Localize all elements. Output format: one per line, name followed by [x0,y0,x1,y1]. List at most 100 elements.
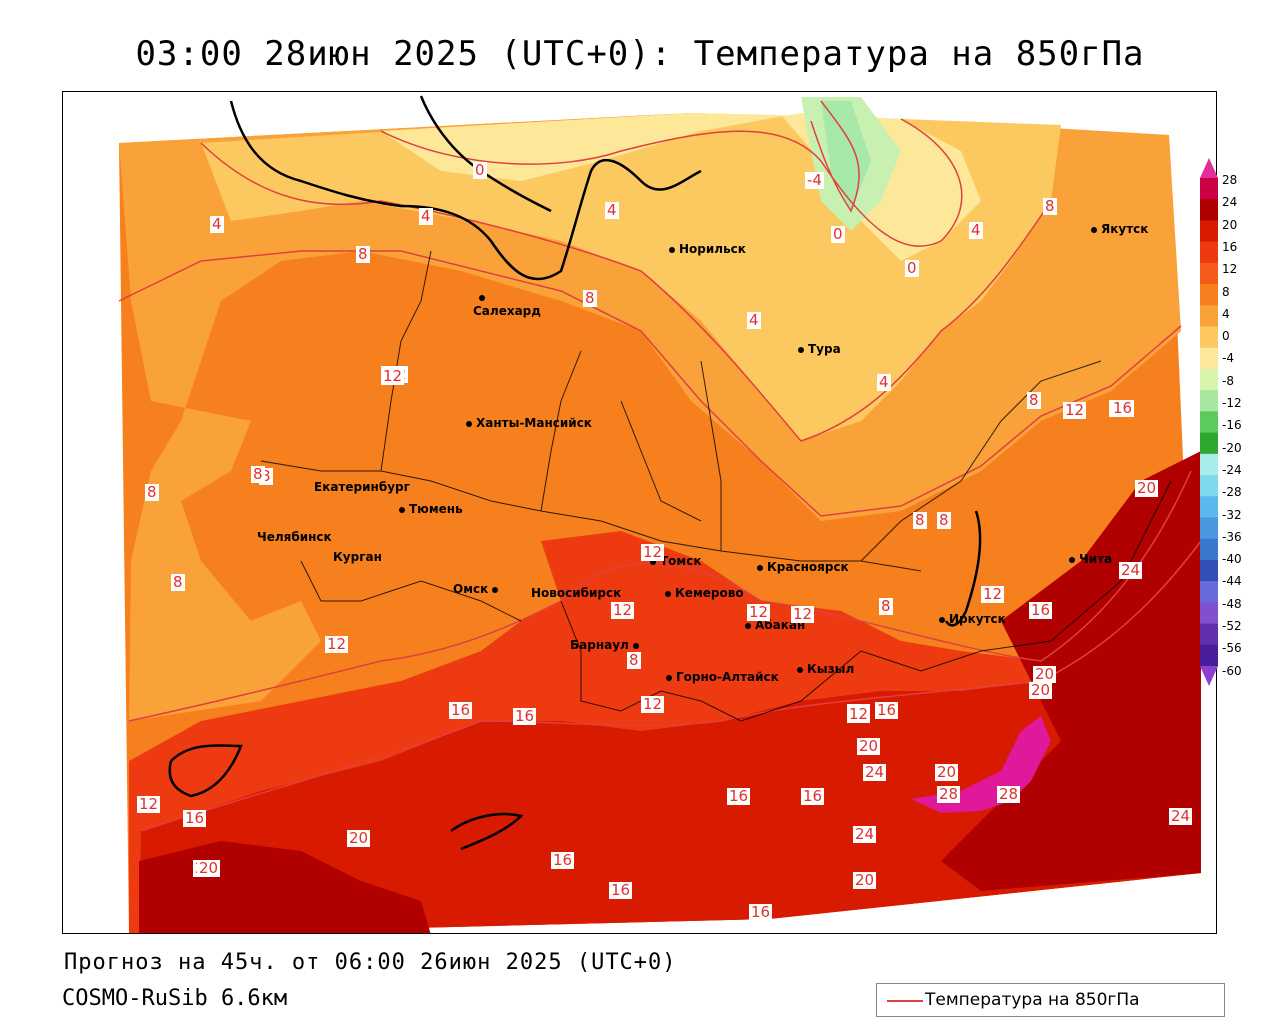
contour-value-label: 8 [583,289,597,307]
city-novosibirsk: Новосибирск [531,586,622,600]
colorbar-tick-label: -60 [1222,663,1242,678]
city-tomsk: Томск [650,554,702,568]
contour-value-label: 0 [473,161,487,179]
contour-value-label: 8 [937,511,951,529]
contour-value-label: 12 [641,695,665,713]
legend-label: Температура на 850гПа [925,990,1140,1010]
contour-value-label: 8 [356,245,370,263]
colorbar-tick-label: -12 [1222,396,1242,410]
zone-20-24-east [941,451,1201,891]
city-marker-icon [399,506,405,513]
colorbar-segment [1200,368,1218,391]
colorbar-tick-label: -8 [1222,373,1234,388]
colorbar-segment [1200,241,1218,264]
colorbar-segment [1200,262,1218,285]
colorbar-tick-label: -56 [1222,641,1242,656]
city-marker-icon [650,558,656,565]
city-kyzyl: Кызыл [797,662,854,676]
contour-value-label: 16 [875,701,899,719]
colorbar-tick-label: 20 [1222,217,1238,232]
contour-value-label: 20 [935,763,959,781]
colorbar-tick-label: -24 [1222,462,1242,477]
city-chelyabinsk: Челябинск [257,530,332,544]
contour-value-label: 12 [641,543,665,561]
temperature-field [118,95,1202,933]
forecast-info: Прогноз на 45ч. от 06:00 26июн 2025 (UTC… [64,950,677,975]
city-gorno-altaysk: Горно-Алтайск [666,670,779,684]
city-tura: Тура [798,342,841,356]
contour-value-label: 8 [145,483,159,501]
contour-value-label: -4 [805,171,824,189]
city-yekaterinburg: Екатеринбург [314,480,410,494]
contour-value-label: 8 [627,651,641,669]
city-yakutsk: Якутск [1091,222,1148,236]
contour-value-label: 24 [1119,561,1143,579]
map-area[interactable]: Норильск Якутск Салехард Тура Ханты-Манс… [62,91,1217,934]
colorbar-segment [1200,411,1218,434]
contour-value-label: 20 [347,829,371,847]
contour-value-label: 8 [1027,391,1041,409]
colorbar-segment [1200,305,1218,328]
colorbar-tick-label: 24 [1222,195,1238,210]
city-norilsk: Норильск [669,242,746,256]
colorbar-segment [1200,432,1218,455]
colorbar-segment [1200,199,1218,221]
colorbar-segment [1200,475,1218,497]
contour-value-label: 20 [853,871,877,889]
city-kurgan: Курган [333,550,382,564]
contour-value-label: 12 [791,605,815,623]
contour-value-label: 12 [325,635,349,653]
city-marker-icon [492,586,499,593]
map-title: 03:00 28июн 2025 (UTC+0): Температура на… [135,34,1145,74]
city-marker-icon [669,246,675,253]
colorbar-tick-label: 28 [1222,173,1238,187]
legend-line-swatch [887,1000,923,1002]
admin-borders [260,250,1172,722]
colorbar-tick-label: 4 [1222,306,1230,321]
contour-value-label: 20 [1029,681,1053,699]
contour-value-label: 4 [605,201,619,219]
contour-value-label: 8 [1043,197,1057,215]
contour-value-label: 24 [1169,807,1193,825]
contour-lines [118,100,1202,832]
contour-value-label: 24 [853,825,877,843]
contour-value-label: 16 [801,787,825,805]
contour-value-label: 16 [609,881,633,899]
contour-value-label: 16 [513,707,537,725]
colorbar-segment [1200,326,1218,349]
contour-value-label: 20 [197,859,221,877]
colorbar-segment [1200,581,1218,603]
contour-value-label: 4 [210,215,224,233]
contour-value-label: 4 [877,373,891,391]
contour-value-label: 8 [913,511,927,529]
contour-value-label: 16 [183,809,207,827]
contour-value-label: 0 [831,225,845,243]
contour-value-label: 16 [1111,399,1135,417]
contour-value-label: 12 [137,795,161,813]
colorbar-segment [1200,644,1218,667]
city-marker-icon [1069,556,1075,563]
colorbar-segment [1200,284,1218,306]
city-salekhard: Салехард [473,290,541,318]
colorbar-segment [1200,602,1218,625]
colorbar-segment [1200,178,1218,200]
colorbar-segment [1200,347,1218,370]
contour-value-label: 12 [847,705,871,723]
colorbar-tick-label: 12 [1222,262,1238,277]
colorbar-top-arrow [1200,158,1218,178]
contour-value-label: 16 [551,851,575,869]
city-marker-icon [479,294,485,301]
colorbar-segment [1200,390,1218,412]
contour-value-label: 4 [419,207,433,225]
colorbar-tick-label: -20 [1222,440,1242,455]
city-marker-icon [745,622,751,629]
contour-value-label: 16 [1029,601,1053,619]
city-marker-icon [632,642,639,649]
contour-value-label: 12 [611,601,635,619]
city-marker-icon [666,674,672,681]
colorbar-tick-label: -28 [1222,485,1242,500]
contour-value-label: 16 [749,903,773,921]
colorbar-bottom-arrow [1200,666,1218,686]
contour-value-label: 16 [727,787,751,805]
colorbar-tick-label: -48 [1222,596,1242,611]
